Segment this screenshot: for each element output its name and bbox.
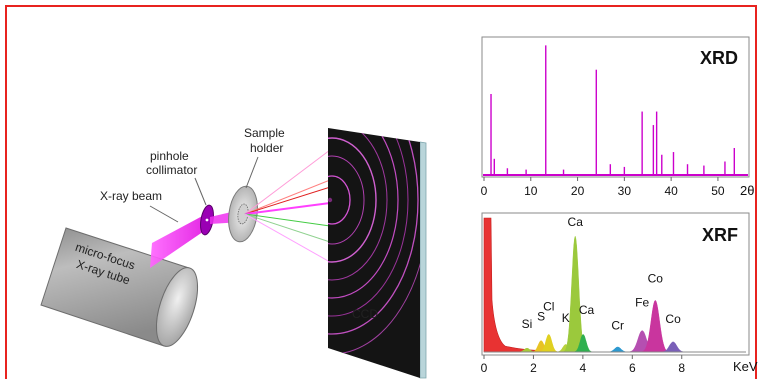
xrf-label-si-0: Si <box>522 317 533 331</box>
ccd-face <box>328 128 420 378</box>
xray-beam <box>150 213 210 268</box>
xrd-title: XRD <box>700 48 738 68</box>
figure-frame <box>5 5 757 379</box>
xrf-label-co-9: Co <box>665 312 681 326</box>
xrf-plot-area <box>481 212 750 356</box>
holder-label-line1: Sample <box>244 126 285 140</box>
xrf-panel: Si SCl K Ca Ca Cr Fe Co Co 0 2 4 6 8 XRF KeV <box>481 212 758 375</box>
beam-leader <box>149 205 179 223</box>
holder-leader <box>245 156 259 189</box>
xrf-tick-label-2: 4 <box>580 361 587 375</box>
xrd-peaks <box>490 45 736 175</box>
xrd-tick-label-3: 30 <box>618 184 632 198</box>
xrd-tick-label-0: 0 <box>481 184 488 198</box>
diffracted-rays <box>244 149 401 263</box>
xrd-ticks: 0 10 20 30 40 50 <box>481 177 725 198</box>
xrf-peak-ca-5 <box>573 334 593 353</box>
xrd-x-unit: 2θ <box>740 183 754 198</box>
xrf-peaks <box>484 235 746 353</box>
xrf-peak-cl-2 <box>539 334 559 353</box>
xrf-tick-label-0: 0 <box>481 361 488 375</box>
xrf-element-labels: Si SCl K Ca Ca Cr Fe Co Co <box>522 215 681 332</box>
xrf-tick-label-4: 8 <box>678 361 685 375</box>
ccd-label: CCD <box>352 307 378 321</box>
xrd-tick-label-5: 50 <box>711 184 725 198</box>
xrf-peak-co-8 <box>641 299 669 353</box>
xrf-title: XRF <box>702 225 738 245</box>
beam-spot <box>327 197 333 203</box>
xrf-label-cr-6: Cr <box>611 318 624 332</box>
beam-label: X-ray beam <box>100 189 162 203</box>
xrd-tick-label-2: 20 <box>571 184 585 198</box>
xrf-label-ca-5: Ca <box>579 303 595 317</box>
xrf-label-cl-2: Cl <box>543 299 554 313</box>
collimator-label-line1: pinhole <box>150 149 189 163</box>
collimator-leader <box>194 177 207 206</box>
tube-end-cap <box>155 267 199 347</box>
collimator-label-line2: collimator <box>146 163 197 177</box>
xrf-tick-label-1: 2 <box>530 361 537 375</box>
xrf-label-co-8: Co <box>648 272 664 286</box>
sample-holder <box>228 185 258 243</box>
pinhole-collimator <box>200 204 214 236</box>
xrf-label-ca-4: Ca <box>568 215 584 229</box>
ccd-detector <box>327 128 427 379</box>
holder-label-line2: holder <box>250 141 283 155</box>
xrd-plot-area <box>481 36 750 178</box>
xrf-label-k-3: K <box>562 311 570 325</box>
ccd-edge <box>419 141 427 379</box>
xrf-ticks: 0 2 4 6 8 <box>481 355 685 375</box>
xrf-label-s-1: S <box>537 310 545 324</box>
xrf-label-fe-7: Fe <box>635 296 649 310</box>
xrf-x-unit: KeV <box>733 359 758 374</box>
pinhole <box>205 218 209 222</box>
xrd-tick-label-4: 40 <box>664 184 678 198</box>
xrd-tick-label-1: 10 <box>524 184 538 198</box>
xrf-tick-label-3: 6 <box>629 361 636 375</box>
xrd-panel: 0 10 20 30 40 50 XRD 2θ <box>481 36 754 198</box>
